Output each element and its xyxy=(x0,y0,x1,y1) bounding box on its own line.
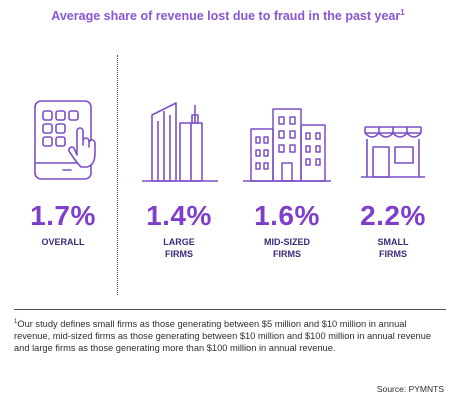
source-credit: Source: PYMNTS xyxy=(376,384,444,394)
large-icon-wrap xyxy=(124,95,234,185)
mid-label: MID-SIZED FIRMS xyxy=(232,236,342,260)
overall-icon-wrap xyxy=(8,95,118,185)
large-label: LARGE FIRMS xyxy=(124,236,234,260)
skyscrapers-icon xyxy=(142,102,218,182)
overall-label: OVERALL xyxy=(8,236,118,248)
small-label: SMALL FIRMS xyxy=(338,236,448,260)
mid-label-line2: FIRMS xyxy=(273,249,301,259)
chart-title-text: Average share of revenue lost due to fra… xyxy=(51,9,401,24)
title-footnote-marker: 1 xyxy=(400,8,405,17)
large-label-line2: FIRMS xyxy=(165,249,193,259)
vertical-divider xyxy=(117,55,118,295)
footnote-marker: 1 xyxy=(14,319,18,325)
small-icon-wrap xyxy=(338,95,448,185)
small-label-line2: FIRMS xyxy=(379,249,407,259)
mid-label-line1: MID-SIZED xyxy=(264,237,310,247)
footnote-text: Our study defines small firms as those g… xyxy=(14,319,432,354)
storefront-icon xyxy=(361,126,425,178)
mid-value: 1.6% xyxy=(254,200,320,231)
small-label-line1: SMALL xyxy=(377,237,409,247)
office-buildings-icon xyxy=(243,108,331,182)
tablet-tap-icon xyxy=(34,100,96,180)
footnote: 1Our study defines small firms as those … xyxy=(14,316,444,354)
large-value: 1.4% xyxy=(146,200,212,231)
chart-title: Average share of revenue lost due to fra… xyxy=(0,8,456,23)
overall-label-line1: OVERALL xyxy=(41,237,85,247)
overall-value: 1.7% xyxy=(30,200,96,231)
footnote-divider xyxy=(14,309,446,310)
mid-icon-wrap xyxy=(232,95,342,185)
large-label-line1: LARGE xyxy=(163,237,195,247)
small-value: 2.2% xyxy=(360,200,426,231)
